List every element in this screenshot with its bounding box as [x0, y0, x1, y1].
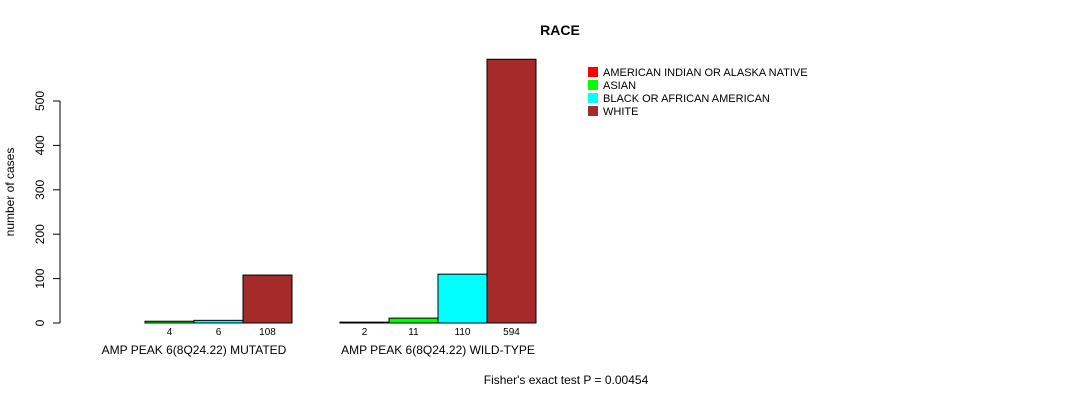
bars: 4 6 108 AMP PEAK 6(8Q24.22) MUTATED 2 11 110 59… [102, 58, 537, 357]
bar [242, 274, 293, 324]
y-tick-label: 300 [33, 179, 47, 199]
bar-value-label: 594 [503, 327, 520, 338]
bar [339, 321, 390, 324]
legend: AMERICAN INDIAN OR ALASKA NATIVEASIANBLA… [588, 67, 808, 118]
legend-label: AMERICAN INDIAN OR ALASKA NATIVE [603, 67, 808, 79]
legend-label: BLACK OR AFRICAN AMERICAN [603, 93, 770, 105]
bar-value-label: 110 [455, 327, 471, 338]
legend-label: ASIAN [603, 80, 636, 92]
bar-value-label: 6 [216, 327, 222, 338]
legend-label: WHITE [603, 106, 638, 118]
legend-swatch [588, 67, 598, 77]
y-axis-label: number of cases [3, 148, 17, 237]
bar-value-label: 108 [259, 327, 276, 338]
y-tick-label: 200 [33, 224, 47, 244]
y-tick-label: 500 [33, 91, 47, 111]
legend-swatch [588, 93, 598, 103]
y-tick-label: 400 [33, 135, 47, 155]
y-tick-label: 100 [33, 268, 47, 288]
bar [437, 273, 488, 324]
legend-swatch [588, 106, 598, 116]
bar-value-label: 4 [167, 327, 173, 338]
bar [144, 320, 195, 324]
chart-title: RACE [540, 22, 580, 38]
bar [193, 319, 244, 324]
legend-swatch [588, 80, 598, 90]
bar-value-label: 2 [362, 327, 368, 338]
y-axis: 0 100 200 300 400 500 [33, 91, 61, 326]
x-category-label: AMP PEAK 6(8Q24.22) WILD-TYPE [341, 343, 535, 357]
x-category-label: AMP PEAK 6(8Q24.22) MUTATED [102, 343, 287, 357]
fisher-test-annotation: Fisher's exact test P = 0.00454 [484, 373, 649, 387]
y-tick-label: 0 [33, 319, 47, 326]
bar [486, 58, 537, 324]
bar-value-label: 11 [408, 327, 419, 338]
bar [388, 317, 439, 324]
